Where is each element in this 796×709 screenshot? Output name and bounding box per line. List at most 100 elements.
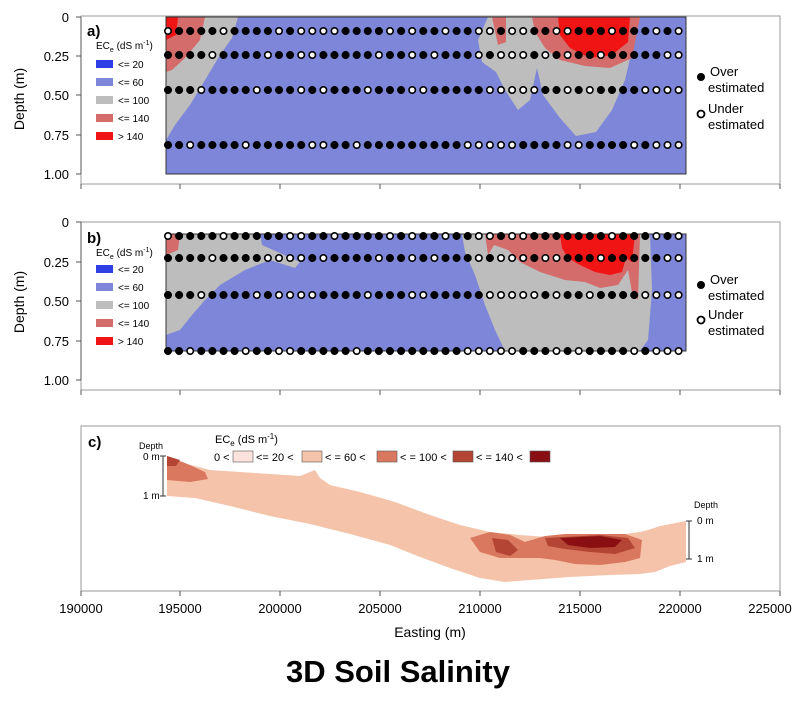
under-estimated-marker <box>286 232 295 241</box>
under-estimated-marker <box>197 86 206 95</box>
over-estimated-marker <box>596 26 605 36</box>
panel-c-xtick-4: 210000 <box>458 601 501 616</box>
over-estimated-marker <box>397 231 406 241</box>
panel-a-field <box>166 17 686 174</box>
under-estimated-marker <box>541 254 550 263</box>
under-estimated-marker <box>485 86 494 95</box>
over-estimated-marker <box>574 253 583 263</box>
over-estimated-marker <box>363 140 372 150</box>
over-estimated-marker <box>574 26 583 36</box>
over-estimated-marker <box>530 253 539 263</box>
under-estimated-marker <box>563 141 572 150</box>
over-estimated-marker <box>252 26 261 36</box>
panel-b-y-ticks <box>76 221 81 381</box>
under-estimated-marker <box>585 290 594 299</box>
panel-c-depth-scale-right: Depth 0 m 1 m <box>686 500 718 565</box>
under-estimated-marker <box>508 50 517 59</box>
under-estimated-marker <box>485 346 494 355</box>
over-estimated-marker <box>530 26 539 36</box>
under-estimated-marker <box>441 26 450 35</box>
panel-b-over-label-2: estimated <box>708 288 764 303</box>
over-estimated-marker <box>541 346 550 356</box>
panel-c-legend-swatch-2 <box>376 450 398 463</box>
over-estimated-marker <box>263 140 272 150</box>
over-estimated-marker <box>485 50 494 60</box>
under-estimated-marker <box>641 86 650 95</box>
panel-b: 0 0.25 0.50 0.75 1.00 Depth (m) b) ECe (… <box>11 215 781 395</box>
over-estimated-marker <box>163 290 173 300</box>
under-estimated-marker <box>674 346 683 355</box>
over-estimated-marker <box>541 231 550 241</box>
over-estimated-marker <box>297 346 306 356</box>
over-estimated-marker <box>385 50 395 60</box>
panel-c-section <box>167 456 686 582</box>
over-estimated-marker <box>619 290 628 300</box>
under-estimated-marker <box>674 50 683 59</box>
over-estimated-marker <box>452 85 461 95</box>
over-estimated-marker <box>563 290 572 300</box>
over-estimated-marker <box>308 253 317 263</box>
under-estimated-marker <box>485 26 494 35</box>
over-estimated-marker <box>574 85 583 95</box>
over-estimated-marker <box>341 85 350 95</box>
over-estimated-marker <box>341 231 350 241</box>
over-estimated-marker <box>585 140 594 150</box>
under-estimated-marker <box>408 232 417 241</box>
over-estimated-marker <box>385 253 395 263</box>
over-estimated-marker <box>430 140 439 150</box>
over-estimated-marker <box>530 140 539 150</box>
panel-b-legend-swatch-2 <box>96 301 113 309</box>
panel-a-legend-label-4: > 140 <box>118 132 144 143</box>
under-estimated-marker <box>508 86 517 95</box>
over-estimated-marker <box>563 346 572 356</box>
over-estimated-marker <box>308 346 317 356</box>
under-estimated-marker <box>286 290 295 299</box>
over-estimated-marker <box>452 253 461 263</box>
over-estimated-marker <box>596 290 605 300</box>
panel-a-ytick-0: 0 <box>62 10 69 25</box>
panel-b-legend-label-0: <= 20 <box>118 265 144 276</box>
over-estimated-marker <box>341 290 350 300</box>
panel-b-legend-title: ECe (dS m-1) <box>96 247 153 261</box>
panel-c-xtick-2: 200000 <box>258 601 301 616</box>
over-estimated-marker <box>652 253 661 263</box>
over-estimated-marker <box>397 140 406 150</box>
over-estimated-marker <box>197 50 206 60</box>
panel-c-xtick-5: 215000 <box>558 601 601 616</box>
under-estimated-marker <box>485 141 494 150</box>
panel-b-legend-label-4: > 140 <box>118 337 144 348</box>
over-estimated-marker <box>607 140 617 150</box>
under-estimated-marker <box>674 290 683 299</box>
over-estimated-marker <box>308 231 317 241</box>
under-estimated-marker <box>352 346 361 355</box>
over-estimated-marker <box>186 231 195 241</box>
under-estimated-marker <box>652 346 661 355</box>
panel-b-ytick-0: 0 <box>62 215 69 230</box>
panel-a: 0 0.25 0.50 0.75 1.00 Depth (m) a) ECe (… <box>11 10 781 189</box>
over-estimated-marker <box>552 85 561 95</box>
panel-c-xtick-1: 195000 <box>158 601 201 616</box>
under-estimated-marker <box>519 26 528 35</box>
over-estimated-marker <box>175 231 184 241</box>
over-estimated-marker <box>663 231 672 241</box>
over-estimated-marker <box>397 290 406 300</box>
over-estimated-marker <box>607 346 617 356</box>
panel-a-over-label-1: Over <box>710 64 739 79</box>
over-estimated-marker <box>219 85 228 95</box>
panel-c-depth-left-0: 0 m <box>143 452 160 463</box>
panel-a-legend-swatch-0 <box>96 60 113 68</box>
under-estimated-marker <box>408 50 417 59</box>
over-estimated-marker <box>374 231 383 241</box>
panel-b-legend-swatch-3 <box>96 319 113 327</box>
over-estimated-marker <box>208 346 217 356</box>
under-estimated-marker <box>474 141 483 150</box>
panel-c-xtick-0: 190000 <box>59 601 102 616</box>
under-estimated-marker <box>652 86 661 95</box>
under-estimated-marker <box>496 50 505 59</box>
under-estimated-marker <box>430 254 439 263</box>
under-estimated-marker <box>607 26 616 35</box>
over-estimated-marker <box>430 290 439 300</box>
over-estimated-marker <box>574 50 583 60</box>
over-estimated-marker <box>319 290 328 300</box>
